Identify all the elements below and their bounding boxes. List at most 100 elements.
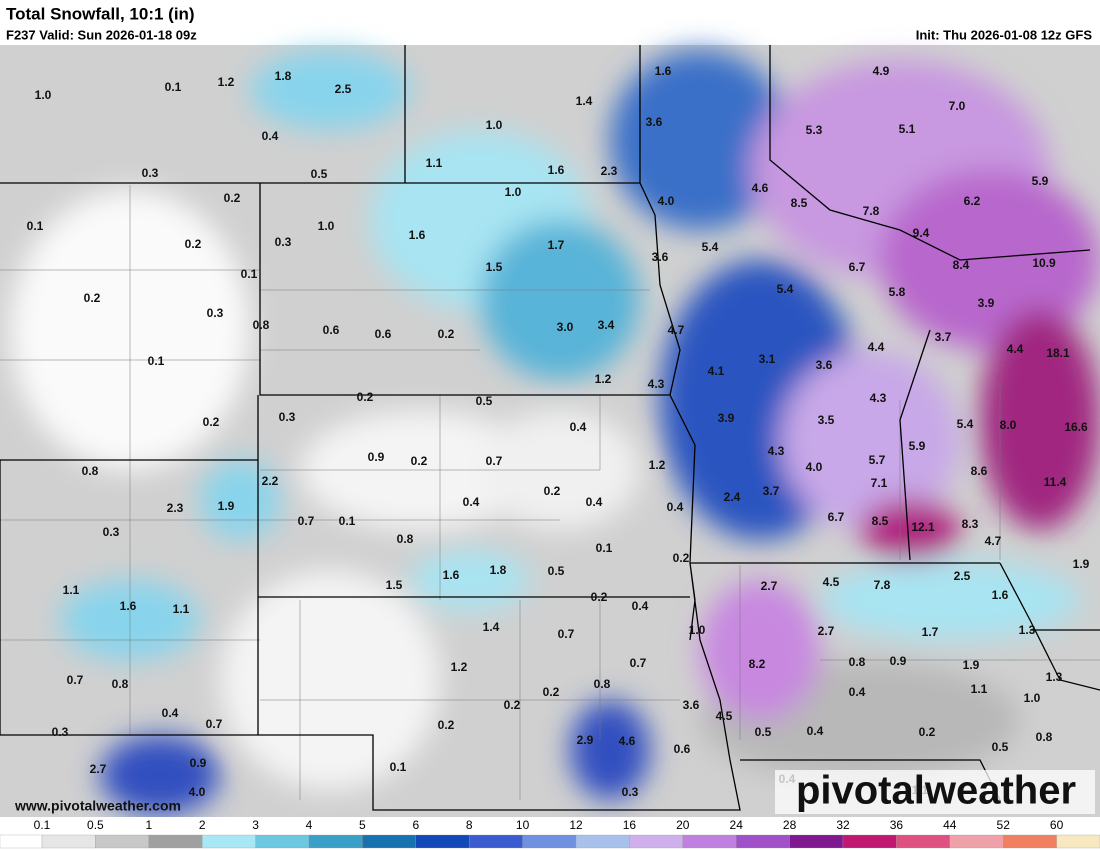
snowfall-label: 0.7 (67, 673, 84, 687)
snowfall-label: 1.3 (1046, 670, 1063, 684)
snowfall-label: 2.5 (335, 82, 352, 96)
snowfall-label: 0.2 (438, 718, 455, 732)
colorbar-swatch (255, 834, 310, 849)
snowfall-label: 0.2 (919, 725, 936, 739)
snowfall-label: 11.4 (1044, 475, 1067, 489)
snowfall-label: 3.7 (763, 484, 780, 498)
snowfall-label: 8.6 (971, 464, 988, 478)
snowfall-label: 1.6 (120, 599, 137, 613)
snowfall-label: 0.2 (673, 551, 690, 565)
snowfall-label: 1.0 (318, 219, 335, 233)
colorbar-swatch (1056, 834, 1100, 849)
colorbar-label: 8 (466, 818, 473, 832)
snowfall-label: 0.4 (570, 420, 587, 434)
colorbar-label: 2 (199, 818, 206, 832)
logo-backdrop (775, 770, 1095, 814)
colorbar-swatch (789, 834, 844, 849)
snowfall-label: 7.8 (874, 578, 891, 592)
snowfall-label: 3.6 (652, 250, 669, 264)
snowfall-label: 4.3 (648, 377, 665, 391)
snowfall-label: 0.8 (849, 655, 866, 669)
snowfall-label: 1.6 (443, 568, 460, 582)
snowfall-label: 9.4 (913, 226, 930, 240)
snowfall-label: 6.7 (849, 260, 866, 274)
snowfall-label: 5.7 (869, 453, 886, 467)
snowfall-label: 0.4 (667, 500, 684, 514)
colorbar-label: 32 (836, 818, 850, 832)
snowfall-label: 0.4 (632, 599, 649, 613)
snowfall-label: 3.5 (818, 413, 835, 427)
colorbar-label: 0.5 (87, 818, 104, 832)
snowfall-label: 4.5 (823, 575, 840, 589)
snowfall-label: 3.9 (718, 411, 735, 425)
snowfall-label: 1.8 (275, 69, 292, 83)
snowfall-label: 0.2 (203, 415, 220, 429)
snowfall-label: 2.7 (90, 762, 107, 776)
snowfall-label: 4.7 (668, 323, 685, 337)
snowfall-label: 0.6 (323, 323, 340, 337)
init-time: Init: Thu 2026-01-08 12z GFS (916, 27, 1093, 42)
snowfall-label: 5.4 (957, 417, 974, 431)
snowfall-label: 3.1 (759, 352, 776, 366)
snowfall-label: 1.9 (218, 499, 235, 513)
snowfall-label: 2.9 (577, 733, 594, 747)
snowfall-label: 3.0 (557, 320, 574, 334)
snowfall-label: 1.2 (218, 75, 235, 89)
colorbar-label: 60 (1050, 818, 1064, 832)
colorbar-label: 28 (783, 818, 797, 832)
snowfall-label: 0.3 (142, 166, 159, 180)
snowfall-label: 0.3 (622, 785, 639, 799)
snowfall-label: 0.1 (148, 354, 165, 368)
snowfall-label: 5.8 (889, 285, 906, 299)
snowfall-label: 7.0 (949, 99, 966, 113)
snowfall-label: 4.1 (708, 364, 725, 378)
colorbar-label: 5 (359, 818, 366, 832)
colorbar-swatch (949, 834, 1004, 849)
colorbar-swatch (469, 834, 523, 849)
snowfall-label: 0.1 (596, 541, 613, 555)
snowfall-label: 1.1 (971, 682, 988, 696)
colorbar-label: 12 (569, 818, 583, 832)
snowfall-label: 1.7 (548, 238, 565, 252)
snowfall-label: 1.9 (1073, 557, 1090, 571)
snowfall-label: 1.7 (922, 625, 939, 639)
snowfall-label: 3.6 (683, 698, 700, 712)
title: Total Snowfall, 10:1 (in) (6, 4, 195, 23)
snowfall-field (10, 50, 1100, 815)
snowfall-label: 0.8 (112, 677, 129, 691)
colorbar-swatch (896, 834, 950, 849)
colorbar: 0.1 0.5 1 2 3 4 5 6 8 10 12 16 20 24 28 32 36 44 52 60 (0, 818, 1100, 849)
colorbar-swatch (736, 834, 790, 849)
snowfall-label: 8.5 (791, 196, 808, 210)
snowfall-label: 1.5 (386, 578, 403, 592)
snowfall-label: 0.3 (52, 725, 69, 739)
snowfall-label: 0.2 (504, 698, 521, 712)
snowfall-label: 0.7 (558, 627, 575, 641)
snowfall-label: 0.8 (594, 677, 611, 691)
snowfall-label: 0.3 (207, 306, 224, 320)
snowfall-label: 0.8 (1036, 730, 1053, 744)
snowfall-label: 0.1 (241, 267, 258, 281)
snowfall-label: 0.2 (543, 685, 560, 699)
snowfall-label: 3.6 (816, 358, 833, 372)
snowfall-label: 8.4 (953, 258, 970, 272)
snowfall-label: 0.2 (438, 327, 455, 341)
snowfall-label: 1.3 (1019, 623, 1036, 637)
colorbar-label: 36 (890, 818, 904, 832)
snowfall-label: 4.9 (873, 64, 890, 78)
snowfall-label: 4.4 (1007, 342, 1024, 356)
snowfall-label: 1.5 (486, 260, 503, 274)
colorbar-swatch (1003, 834, 1057, 849)
colorbar-label: 24 (730, 818, 744, 832)
snowfall-label: 1.9 (963, 658, 980, 672)
snowfall-label: 1.6 (548, 163, 565, 177)
snowfall-label: 0.2 (84, 291, 101, 305)
colorbar-label: 4 (306, 818, 313, 832)
colorbar-label: 0.1 (34, 818, 51, 832)
snowfall-label: 0.4 (463, 495, 480, 509)
snowfall-label: 5.4 (702, 240, 719, 254)
snowfall-label: 0.5 (311, 167, 328, 181)
labels-layer: 1.0 0.1 1.2 1.8 2.5 1.6 4.9 7.0 1.4 1.0 3.6 5.3 5.1 0… (27, 64, 1090, 799)
snowfall-label: 8.3 (962, 517, 979, 531)
